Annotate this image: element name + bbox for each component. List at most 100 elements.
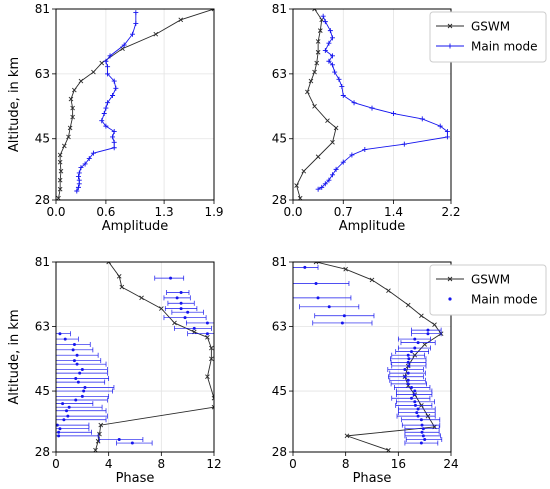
data-point-x <box>315 39 321 44</box>
data-point-x <box>432 424 437 430</box>
data-point-dot <box>403 368 407 372</box>
data-point-x <box>315 49 321 55</box>
data-point-plus <box>326 58 332 64</box>
data-point-plus <box>330 62 335 68</box>
x-tick-label: 0.0 <box>283 205 302 219</box>
data-point-dot <box>57 434 61 438</box>
data-point-plus <box>110 134 116 140</box>
data-point-dot <box>410 385 413 389</box>
chart-panel-3: 0 4 8 12 28 45 63 81 Phase Altitude, in km <box>7 255 222 486</box>
y-tick-label: 28 <box>272 193 287 207</box>
legend-marker-x <box>447 276 453 282</box>
x-tick-label: 1.4 <box>384 205 403 219</box>
legend-box <box>429 264 547 316</box>
data-point-plus <box>320 13 326 19</box>
data-point-dot <box>340 321 344 325</box>
data-point-plus <box>86 156 92 162</box>
data-point-dot <box>421 434 425 438</box>
data-point-dot <box>57 430 61 434</box>
data-point-x <box>57 159 63 165</box>
series-line <box>95 262 214 451</box>
data-point-plus <box>437 123 443 129</box>
data-point-plus <box>82 161 88 167</box>
data-point-dot <box>62 418 66 422</box>
data-point-x <box>61 143 67 149</box>
y-tick-label: 81 <box>272 255 287 269</box>
data-point-dot <box>423 437 427 441</box>
data-point-plus <box>351 100 357 106</box>
data-point-plus <box>111 139 117 145</box>
data-point-dot <box>179 301 183 305</box>
data-point-dot <box>78 371 82 375</box>
data-point-plus <box>78 165 84 171</box>
data-point-x <box>314 60 320 66</box>
data-point-x <box>205 334 210 340</box>
data-point-x <box>209 356 214 362</box>
data-point-dot <box>175 296 179 300</box>
data-point-dot <box>415 411 419 415</box>
data-point-dot <box>71 348 75 352</box>
data-point-dot <box>205 332 209 336</box>
x-tick-label: 0 <box>289 457 297 471</box>
data-point-x <box>301 168 307 174</box>
data-point-x <box>159 306 164 311</box>
data-point-dot <box>416 341 420 345</box>
data-point-x <box>317 28 323 33</box>
data-point-x <box>432 322 437 328</box>
axes-frame <box>292 8 452 201</box>
series-gswm <box>313 262 444 452</box>
data-point-plus <box>369 105 375 111</box>
data-point-x <box>91 69 96 75</box>
data-point-dot <box>406 371 410 375</box>
legend-label: GSWM <box>471 20 510 34</box>
data-point-plus <box>130 31 136 37</box>
legend-2: GSWM Main mode <box>429 264 547 316</box>
data-point-plus <box>315 186 321 192</box>
data-point-x <box>57 152 63 158</box>
y-tick-label: 81 <box>35 255 50 269</box>
data-point-x <box>325 118 330 124</box>
data-point-plus <box>76 170 82 176</box>
data-point-dot <box>74 398 78 402</box>
data-point-plus <box>327 28 333 34</box>
legend-label: GSWM <box>471 273 510 287</box>
legend-1: GSWM Main mode <box>429 11 547 63</box>
data-point-dot <box>130 441 134 445</box>
data-point-plus <box>333 166 339 172</box>
data-point-x <box>333 125 339 131</box>
data-point-x <box>172 320 177 326</box>
data-point-x <box>119 284 125 290</box>
axes-frame <box>55 261 215 453</box>
data-point-dot <box>327 305 331 309</box>
data-point-plus <box>90 150 96 156</box>
data-point-plus <box>340 92 346 98</box>
data-point-x <box>386 288 391 293</box>
data-point-dot <box>74 377 78 381</box>
x-tick-label: 16 <box>391 457 406 471</box>
data-point-dot <box>406 382 410 386</box>
data-point-dot <box>192 326 196 330</box>
data-point-x <box>369 277 375 283</box>
y-tick-label: 63 <box>272 67 287 81</box>
chart-panel-1: 0.0 0.6 1.3 1.9 28 45 63 81 Amplitude Altitude, i… <box>7 2 224 234</box>
legend-label: Main mode <box>471 293 538 307</box>
data-point-dot <box>416 414 420 418</box>
data-point-dot <box>61 402 65 406</box>
data-point-dot <box>426 332 430 336</box>
data-point-plus <box>99 118 105 124</box>
data-point-dot <box>407 364 411 368</box>
data-point-dot <box>65 409 69 413</box>
data-point-x <box>330 140 335 145</box>
data-point-dot <box>179 307 183 311</box>
data-point-plus <box>75 184 81 190</box>
data-point-plus <box>349 152 355 158</box>
data-point-dot <box>83 385 87 389</box>
data-point-plus <box>336 76 342 82</box>
data-point-dot <box>205 321 209 325</box>
data-point-plus <box>330 53 335 59</box>
data-point-dot <box>183 316 187 320</box>
data-point-dot <box>67 405 71 409</box>
data-point-dot <box>169 276 173 280</box>
x-tick-label: 0.7 <box>334 205 353 219</box>
